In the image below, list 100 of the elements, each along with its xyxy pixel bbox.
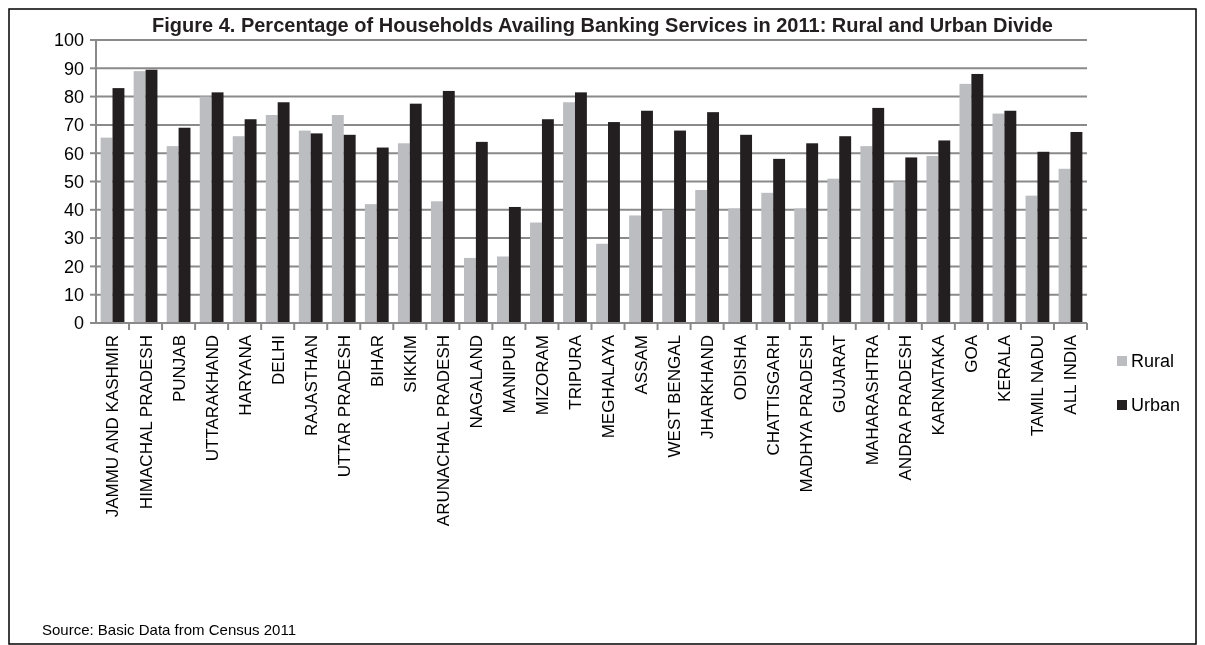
x-tick-label: ODISHA [731,334,751,401]
bar [740,134,753,323]
source-note: Source: Basic Data from Census 2011 [42,621,297,638]
bar [608,122,620,323]
bar [596,243,609,323]
bar [133,71,146,323]
bar [872,107,885,323]
x-tick-label: TAMIL NADU [1028,335,1048,437]
bar [563,102,575,323]
bar [497,256,509,323]
bar [376,147,389,323]
x-tick-label: UTTARAKHAND [202,335,222,462]
x-tick-label: JAMMU AND KASHMIR [103,335,123,518]
bar [629,215,642,323]
bar [794,208,807,323]
bar [530,222,542,323]
bar [1058,168,1071,323]
x-tick-label: CHATTISGARH [764,335,784,456]
bar [199,96,212,323]
x-tick-label: WEST BENGAL [665,335,685,458]
y-tick-label: 90 [63,58,84,79]
legend-label: Urban [1131,395,1181,416]
bar [244,119,257,323]
y-tick-label: 0 [73,313,84,334]
x-tick-label: ASSAM [632,335,651,395]
bar [662,209,675,323]
y-tick-label: 40 [63,200,84,221]
bar [839,136,852,323]
x-tick-label: MAHARASHTRA [863,334,883,466]
bar [959,83,972,323]
bar [905,157,918,323]
chart-title: Figure 4. Percentage of Households Availing Banking Services in 2011: Rural and Urban Divide [152,14,1053,36]
x-tick-label: UTTAR PRADESH [334,335,354,478]
bar [992,113,1005,323]
bar [331,115,344,323]
x-tick-label: DELHI [268,335,288,386]
bar [430,201,443,323]
bar [397,143,410,323]
bar [508,206,521,323]
y-tick-label: 60 [63,143,84,164]
x-tick-label: GOA [962,334,982,373]
y-tick-label: 20 [63,256,84,277]
bar [277,102,290,323]
x-tick-label: MIZORAM [532,335,552,416]
bar [166,146,179,323]
x-tick-label: MANIPUR [499,335,519,414]
x-tick-label: RAJASTHAN [301,335,321,437]
bar [112,88,125,323]
legend-label: Rural [1131,351,1175,372]
bar [1004,110,1017,323]
bar [409,103,422,323]
x-tick-label: BIHAR [367,335,387,387]
bar [926,156,939,323]
x-tick-label: KARNATAKA [929,334,949,436]
bar [893,181,906,323]
y-tick-label: 80 [63,86,84,107]
bar [806,143,819,323]
bar [211,92,224,323]
bar [1025,195,1038,323]
bar [343,134,356,323]
x-tick-label: JHARKHAND [698,335,718,439]
x-tick-label: KERALA [995,334,1015,403]
bar [475,141,488,323]
bar [100,137,113,323]
x-tick-label: HIMACHAL PRADESH [136,335,156,510]
bar [574,92,587,323]
bar [463,257,476,323]
y-tick-label: 30 [63,228,84,249]
y-tick-label: 10 [63,285,84,305]
x-tick-label: ALL INDIA [1061,334,1081,415]
bar [728,208,741,323]
bar [1037,151,1050,323]
x-tick-label: TRIPURA [565,334,585,410]
bar [707,112,720,323]
bar [860,146,873,323]
x-tick-label: ARUNACHAL PRADESH [433,335,453,527]
bar [938,140,951,323]
x-tick-label: HARYANA [235,334,255,416]
bar [178,127,191,323]
y-tick-label: 100 [53,30,84,51]
bar [641,110,653,323]
x-tick-label: MEGHALAYA [598,334,618,439]
bar [773,158,786,323]
bar [971,73,984,323]
bar [1070,131,1083,323]
x-tick-label: MADHYA PRADESH [797,335,817,493]
bar [695,189,708,323]
bar [265,115,278,323]
bar [827,178,840,323]
x-tick-label: GUJARAT [830,335,850,414]
bar [298,130,311,323]
bar [364,204,377,323]
bar [761,192,774,323]
x-tick-label: ANDRA PRADESH [896,335,916,481]
y-tick-label: 50 [63,171,84,192]
y-tick-label: 70 [63,115,84,136]
bar [442,90,455,323]
x-tick-label: PUNJAB [169,335,189,403]
x-tick-label: NAGALAND [466,335,486,429]
bar [541,119,554,323]
